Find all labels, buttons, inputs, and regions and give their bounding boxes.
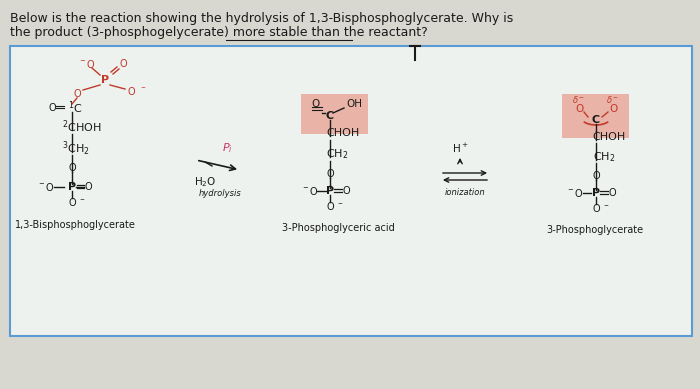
Text: hydrolysis: hydrolysis	[199, 189, 241, 198]
Text: $^-$: $^-$	[139, 84, 146, 93]
Text: OH: OH	[346, 99, 362, 109]
FancyBboxPatch shape	[10, 46, 692, 336]
Text: O: O	[609, 104, 617, 114]
Text: O: O	[592, 204, 600, 214]
Text: CH$_2$: CH$_2$	[326, 147, 349, 161]
Text: P: P	[68, 182, 76, 192]
Text: CHOH: CHOH	[326, 128, 359, 138]
Text: 3-Phosphoglyceric acid: 3-Phosphoglyceric acid	[281, 223, 394, 233]
Text: $^-$: $^-$	[78, 196, 85, 205]
Text: 3-Phosphoglycerate: 3-Phosphoglycerate	[547, 225, 643, 235]
Text: P: P	[101, 75, 109, 85]
Text: $^-$: $^-$	[602, 202, 610, 210]
Text: $^3$CH$_2$: $^3$CH$_2$	[62, 140, 90, 158]
FancyBboxPatch shape	[301, 94, 368, 134]
Text: O: O	[575, 104, 583, 114]
Text: O: O	[326, 202, 334, 212]
Text: O: O	[326, 169, 334, 179]
Text: Below is the reaction showing the hydrolysis of 1,3-Bisphosphoglycerate. Why is: Below is the reaction showing the hydrol…	[10, 12, 513, 25]
Text: ionization: ionization	[444, 187, 485, 196]
Text: $^2$CHOH: $^2$CHOH	[62, 119, 102, 135]
Text: H$_2$O: H$_2$O	[194, 175, 216, 189]
Text: H$^+$: H$^+$	[452, 142, 468, 154]
Text: O: O	[608, 188, 616, 198]
Text: C: C	[326, 111, 334, 121]
Text: O: O	[119, 59, 127, 69]
Text: O: O	[74, 89, 80, 99]
FancyBboxPatch shape	[562, 94, 629, 138]
Text: $^1$C: $^1$C	[68, 100, 83, 116]
Text: O: O	[342, 186, 350, 196]
Text: O: O	[68, 163, 76, 173]
Text: O: O	[127, 87, 135, 97]
Text: P$_i$: P$_i$	[221, 141, 232, 155]
Text: $^-$O: $^-$O	[78, 58, 96, 70]
Text: $\delta^-$: $\delta^-$	[606, 93, 620, 105]
Text: O: O	[84, 182, 92, 192]
Text: the product (3-phosphogelycerate) more stable than the reactant?: the product (3-phosphogelycerate) more s…	[10, 26, 428, 39]
Text: O: O	[592, 171, 600, 181]
Text: C: C	[592, 115, 600, 125]
Text: $^-$O: $^-$O	[566, 187, 584, 199]
Text: CH$_2$: CH$_2$	[593, 150, 615, 164]
Text: O: O	[68, 198, 76, 208]
Text: $^-$: $^-$	[336, 200, 344, 209]
Text: CHOH: CHOH	[592, 132, 625, 142]
Text: $^-$O: $^-$O	[37, 181, 55, 193]
Text: O: O	[48, 103, 56, 113]
Text: 1,3-Bisphosphoglycerate: 1,3-Bisphosphoglycerate	[15, 220, 135, 230]
Text: $\delta^-$: $\delta^-$	[573, 93, 586, 105]
Text: $^-$O: $^-$O	[301, 185, 319, 197]
Text: P: P	[592, 188, 600, 198]
Text: O: O	[312, 99, 320, 109]
Text: P: P	[326, 186, 334, 196]
